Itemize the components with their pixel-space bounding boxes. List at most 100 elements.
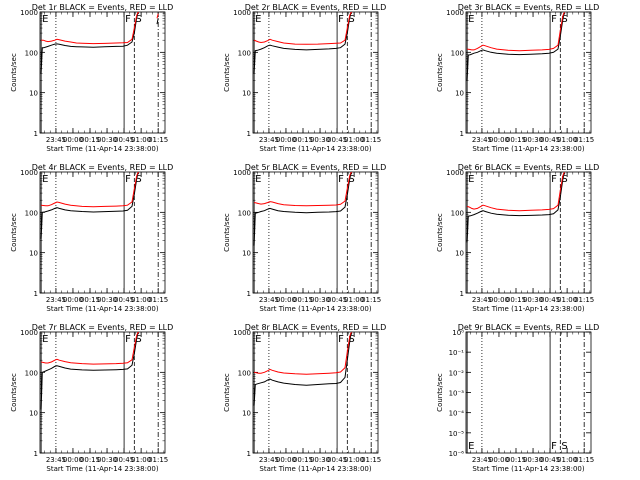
lld-series-line [41,12,159,45]
y-tick-label: 1 [460,130,464,138]
x-tick-label: 01:15 [574,296,594,304]
x-tick-label: 00:30 [97,136,117,144]
detector-panel-5: Det 5r BLACK = Events, RED = LLD 1 10 100 10… [223,163,386,313]
x-axis-label: Start Time (11-Apr-14 23:38:00) [259,465,371,473]
y-tick-label: 100 [238,209,251,217]
y-axis-label: Counts/sec [436,373,444,412]
marker-s-label: S [135,334,141,345]
y-axis-label: Counts/sec [436,213,444,252]
marker-f-label: F [125,174,131,185]
y-tick-label: 1000 [233,329,251,337]
y-tick-label: 10⁻¹ [449,349,465,357]
y-tick-label: 1000 [446,169,464,177]
y-tick-label: 100 [25,209,38,217]
x-axis-label: Start Time (11-Apr-14 23:38:00) [259,145,371,153]
x-tick-label: 00:15 [506,296,526,304]
x-axis-label: Start Time (11-Apr-14 23:38:00) [472,305,584,313]
x-tick-label: 00:30 [97,296,117,304]
x-tick-label: 23:45 [259,136,279,144]
x-tick-label: 01:15 [148,456,168,464]
x-tick-label: 00:45 [114,456,134,464]
y-axis-label: Counts/sec [223,53,231,92]
x-axis-label: Start Time (11-Apr-14 23:38:00) [472,145,584,153]
marker-f-label: F [125,14,131,25]
x-tick-label: 00:45 [540,456,560,464]
x-tick-label: 01:00 [344,136,364,144]
y-tick-label: 10⁻² [449,369,465,377]
marker-e-label: E [255,334,261,345]
y-tick-label: 10 [455,250,464,258]
y-tick-label: 100 [238,49,251,57]
x-tick-label: 01:15 [148,296,168,304]
lld-series-line [254,332,353,375]
x-tick-label: 00:00 [276,136,296,144]
y-tick-label: 1 [34,290,38,298]
y-tick-label: 100 [25,49,38,57]
marker-f-label: F [551,14,557,25]
plot-frame [252,331,379,454]
y-tick-label: 100 [238,369,251,377]
x-tick-label: 00:00 [489,456,509,464]
marker-s-label: S [135,174,141,185]
events-series-line [253,332,353,406]
x-tick-label: 00:15 [506,456,526,464]
detector-panel-4: Det 4r BLACK = Events, RED = LLD 1 10 100 10… [10,163,173,313]
y-tick-label: 100 [25,369,38,377]
y-axis-label: Counts/sec [10,213,18,252]
lld-series-line [253,172,353,207]
x-tick-label: 00:00 [63,456,83,464]
y-axis-label: Counts/sec [10,373,18,412]
detector-panel-1: Det 1r BLACK = Events, RED = LLD 1 10 100 10… [10,3,173,153]
y-tick-label: 10 [29,250,38,258]
x-tick-label: 00:45 [540,296,560,304]
x-tick-label: 23:45 [46,136,66,144]
y-tick-label: 1000 [20,329,38,337]
x-tick-label: 00:15 [506,136,526,144]
panel-title: Det 3r BLACK = Events, RED = LLD [458,3,600,12]
y-tick-label: 10⁻⁵ [449,430,465,438]
events-series-line [253,172,353,246]
x-tick-label: 00:45 [114,136,134,144]
x-tick-label: 00:30 [523,456,543,464]
y-tick-label: 1 [247,290,251,298]
x-tick-label: 01:00 [344,456,364,464]
x-tick-label: 00:15 [80,136,100,144]
y-tick-label: 1 [34,450,38,458]
x-tick-label: 01:00 [557,296,577,304]
y-tick-label: 100 [451,49,464,57]
x-axis-label: Start Time (11-Apr-14 23:38:00) [46,465,158,473]
y-tick-label: 1000 [233,169,251,177]
x-tick-label: 00:30 [310,456,330,464]
x-tick-label: 00:30 [523,296,543,304]
y-tick-label: 1000 [446,9,464,17]
marker-f-label: F [338,334,344,345]
x-tick-label: 00:15 [293,296,313,304]
x-tick-label: 00:15 [293,136,313,144]
x-tick-label: 23:45 [46,296,66,304]
events-series-line [466,12,566,81]
x-tick-label: 00:45 [327,136,347,144]
y-tick-label: 10 [29,410,38,418]
y-axis-label: Counts/sec [223,373,231,412]
x-tick-label: 00:00 [489,136,509,144]
detector-panel-8: Det 8r BLACK = Events, RED = LLD 1 10 100 10… [223,323,386,473]
x-axis-label: Start Time (11-Apr-14 23:38:00) [46,305,158,313]
plot-frame [252,171,379,294]
panel-title: Det 5r BLACK = Events, RED = LLD [245,163,387,172]
x-axis-label: Start Time (11-Apr-14 23:38:00) [472,465,584,473]
y-tick-label: 1000 [233,9,251,17]
x-tick-label: 01:00 [131,296,151,304]
x-tick-label: 23:45 [472,296,492,304]
lld-series-line [467,12,566,52]
marker-s-label: S [348,334,354,345]
plot-frame [39,171,166,294]
marker-e-label: E [42,14,48,25]
y-tick-label: 1000 [20,169,38,177]
marker-e-label: E [468,174,474,185]
lld-series-line [253,12,353,45]
x-tick-label: 00:30 [523,136,543,144]
plot-frame [39,331,166,454]
